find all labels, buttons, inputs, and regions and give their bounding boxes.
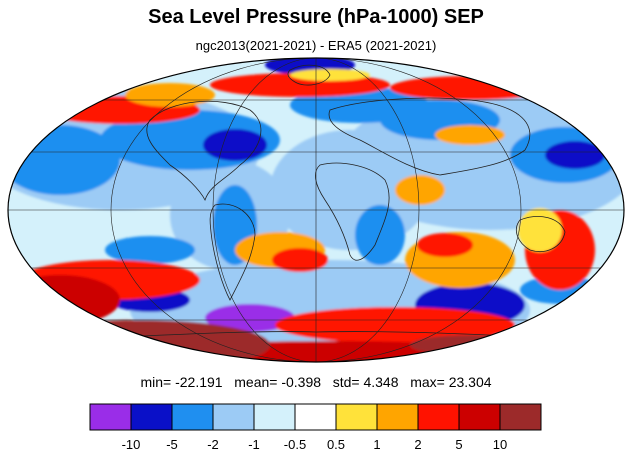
colorbar-box [417, 403, 460, 431]
colorbar-tick-label: 10 [493, 437, 507, 452]
stat-max-value: 23.304 [448, 374, 492, 390]
colorbar-box [499, 403, 542, 431]
field-pacific-dark [545, 141, 605, 169]
stat-min-label: min= [140, 374, 172, 390]
colorbar-box [212, 403, 255, 431]
chart-title: Sea Level Pressure (hPa-1000) SEP [148, 6, 484, 28]
north-america-outline [146, 100, 262, 202]
colorbar-box [294, 403, 337, 431]
colorbar-box [130, 403, 173, 431]
colorbar-tick-label: -1 [248, 437, 260, 452]
field-central-asia-orange [435, 125, 505, 145]
colorbar-box [253, 403, 296, 431]
colorbar-tick-label: -0.5 [284, 437, 306, 452]
stat-min-value: -22.191 [175, 374, 223, 390]
field-arctic-asia-red [390, 76, 550, 100]
colorbar-labels: -10 -5 -2 -1 -0.5 0.5 1 2 5 10 [122, 437, 508, 452]
globe-border [7, 57, 625, 363]
africa-outline [315, 162, 390, 261]
eurasia-outline [328, 97, 531, 176]
colorbar-tick-label: 2 [414, 437, 421, 452]
stat-mean-value: -0.398 [281, 374, 322, 390]
colorbar-tick-label: -10 [122, 437, 141, 452]
statistics-line: min= -22.191 mean= -0.398 std= 4.348 max… [0, 374, 632, 390]
field-alaska-orange [125, 83, 215, 107]
graticule [8, 58, 624, 362]
meridian-60-ellipse [212, 58, 420, 362]
meridian-120-ellipse [110, 58, 522, 362]
field-arabia-orange [395, 175, 445, 205]
greenland-outline [287, 64, 331, 86]
colorbar-tick-label: 0.5 [327, 437, 345, 452]
colorbar-tick-label: 1 [373, 437, 380, 452]
colorbar-box [171, 403, 214, 431]
colorbar-box [458, 403, 501, 431]
field-s-pacific-mid [105, 236, 195, 264]
stat-mean-label: mean= [234, 374, 278, 390]
stat-max-label: max= [410, 374, 445, 390]
stat-std-label: std= [332, 374, 360, 390]
field-canada-dark [203, 129, 267, 161]
field-australia-yellow [518, 208, 562, 252]
field-s-atlantic-red [272, 248, 328, 272]
field-antarctic-brown [10, 320, 270, 362]
mollweide-map [7, 57, 625, 363]
field-s-africa-mid [355, 205, 405, 265]
field-indian-red [417, 233, 473, 257]
chart-subtitle: ngc2013(2021-2021) - ERA5 (2021-2021) [195, 38, 437, 53]
colorbar-tick-label: -2 [207, 437, 219, 452]
colorbar-box [89, 403, 132, 431]
south-america-outline [209, 203, 256, 301]
colorbar-box [335, 403, 378, 431]
field-sw-darkred [8, 275, 120, 325]
field-antarctic-purple [205, 304, 295, 332]
colorbar-boxes [89, 403, 542, 431]
stat-std-value: 4.348 [363, 374, 399, 390]
colorbar-tick-label: 5 [455, 437, 462, 452]
colorbar-tick-label: -5 [166, 437, 178, 452]
colorbar-box [376, 403, 419, 431]
australia-outline [516, 216, 566, 252]
